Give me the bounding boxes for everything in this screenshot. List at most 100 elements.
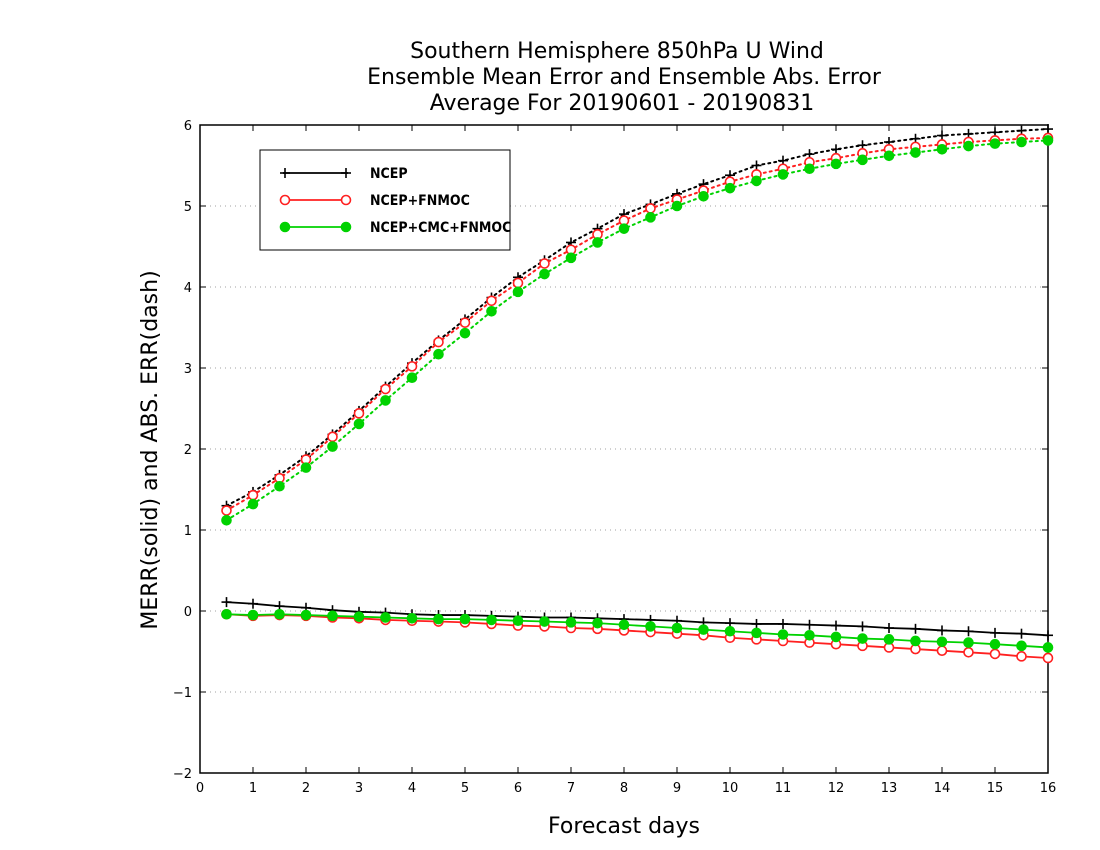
abs-err-point [221,514,232,526]
merr-point [1043,630,1053,641]
x-tick-label: 9 [673,781,681,796]
abs-err-point [406,361,418,372]
merr-point [804,619,815,630]
merr-point [698,624,709,635]
merr-point [433,613,444,625]
legend-marker [279,194,291,206]
merr-line-ncep-fnmoc [226,613,1049,659]
merr-point [1042,642,1054,653]
abs-err-point [274,480,285,492]
merr-point [1016,651,1027,662]
legend-entry: NCEP+FNMOC [279,193,470,209]
x-tick-label: 12 [828,781,845,796]
merr-point [274,608,285,620]
x-tick-label: 8 [620,781,628,796]
y-tick-label: 1 [184,524,192,539]
merr-point [910,623,921,634]
abs-err-point [645,203,656,214]
abs-err-point [459,327,471,339]
legend-marker [279,221,291,233]
merr-point [380,612,391,623]
y-tick-label: 0 [184,605,192,620]
x-tick-label: 11 [775,781,792,796]
x-tick-label: 4 [408,781,416,796]
abs-err-point [247,498,259,510]
x-tick-label: 13 [881,781,898,796]
merr-point [751,627,762,639]
abs-err-point [512,286,524,298]
abs-err-point [353,418,365,430]
x-tick-label: 16 [1040,781,1057,796]
y-tick-label: −1 [173,686,192,701]
abs-err-point [724,182,736,194]
legend-marker [280,168,290,178]
x-tick-label: 7 [567,781,575,796]
merr-point [1016,640,1027,652]
x-tick-label: 14 [934,781,951,796]
abs-err-point [883,150,895,162]
abs-err-point [831,144,841,155]
series-layer [221,124,1054,664]
merr-point [221,608,232,620]
abs-err-point [486,306,497,317]
abs-err-point [1043,124,1053,135]
merr-point [221,597,232,608]
x-tick-label: 15 [987,781,1004,796]
abs-err-point [592,237,603,248]
legend-label: NCEP+CMC+FNMOC [370,220,511,236]
x-tick-label: 1 [249,781,257,796]
y-axis: −2 −1 0 1 2 3 4 5 6 [173,119,1048,782]
title-line-2: Ensemble Mean Error and Ensemble Abs. Er… [367,65,882,90]
title-line-3: Average For 20190601 - 20190831 [430,91,815,116]
merr-point [989,648,1001,660]
x-tick-label: 2 [302,781,310,796]
abs-err-point [300,462,312,473]
abs-err-point [936,144,948,155]
legend-marker [341,168,351,178]
merr-point [963,647,974,658]
x-tick-label: 0 [196,781,204,796]
merr-point [406,612,418,624]
merr-point [618,619,630,631]
abs-err-point [618,223,630,234]
abs-err-point [671,200,683,212]
merr-point [671,622,683,634]
merr-point [830,631,842,643]
merr-point [884,623,894,634]
x-tick-label: 5 [461,781,469,796]
abs-err-point [459,317,471,328]
merr-point [248,598,258,609]
merr-point [857,621,868,632]
merr-point [1016,628,1027,639]
merr-point [645,621,656,632]
merr-point [831,620,841,631]
abs-err-point [698,190,709,202]
merr-point [936,636,948,648]
abs-err-point [539,268,550,280]
abs-err-point [406,372,418,384]
x-tick-label: 10 [722,781,739,796]
y-tick-label: 4 [184,281,192,296]
legend-label: NCEP+FNMOC [370,193,470,209]
merr-point [910,635,921,647]
merr-point [990,627,1000,638]
abs-err-point [751,175,762,187]
chart-title: Southern Hemisphere 850hPa U Wind Ensemb… [367,39,882,116]
y-axis-label: MERR(solid) and ABS. ERR(dash) [138,270,163,629]
x-tick-label: 6 [514,781,522,796]
merr-point [989,638,1001,650]
abs-err-point [910,147,921,158]
merr-point [778,618,788,629]
merr-point [804,630,815,641]
abs-err-point [221,505,232,516]
abs-err-point [433,348,444,360]
y-tick-label: 6 [184,119,192,134]
abs-err-point [1042,135,1054,146]
merr-point [565,617,577,628]
abs-err-point [247,489,259,501]
merr-point [247,609,259,621]
series-ncep-cmc-fnmoc [221,135,1054,653]
merr-point [353,611,365,622]
merr-point [486,614,497,626]
merr-point [936,645,948,656]
